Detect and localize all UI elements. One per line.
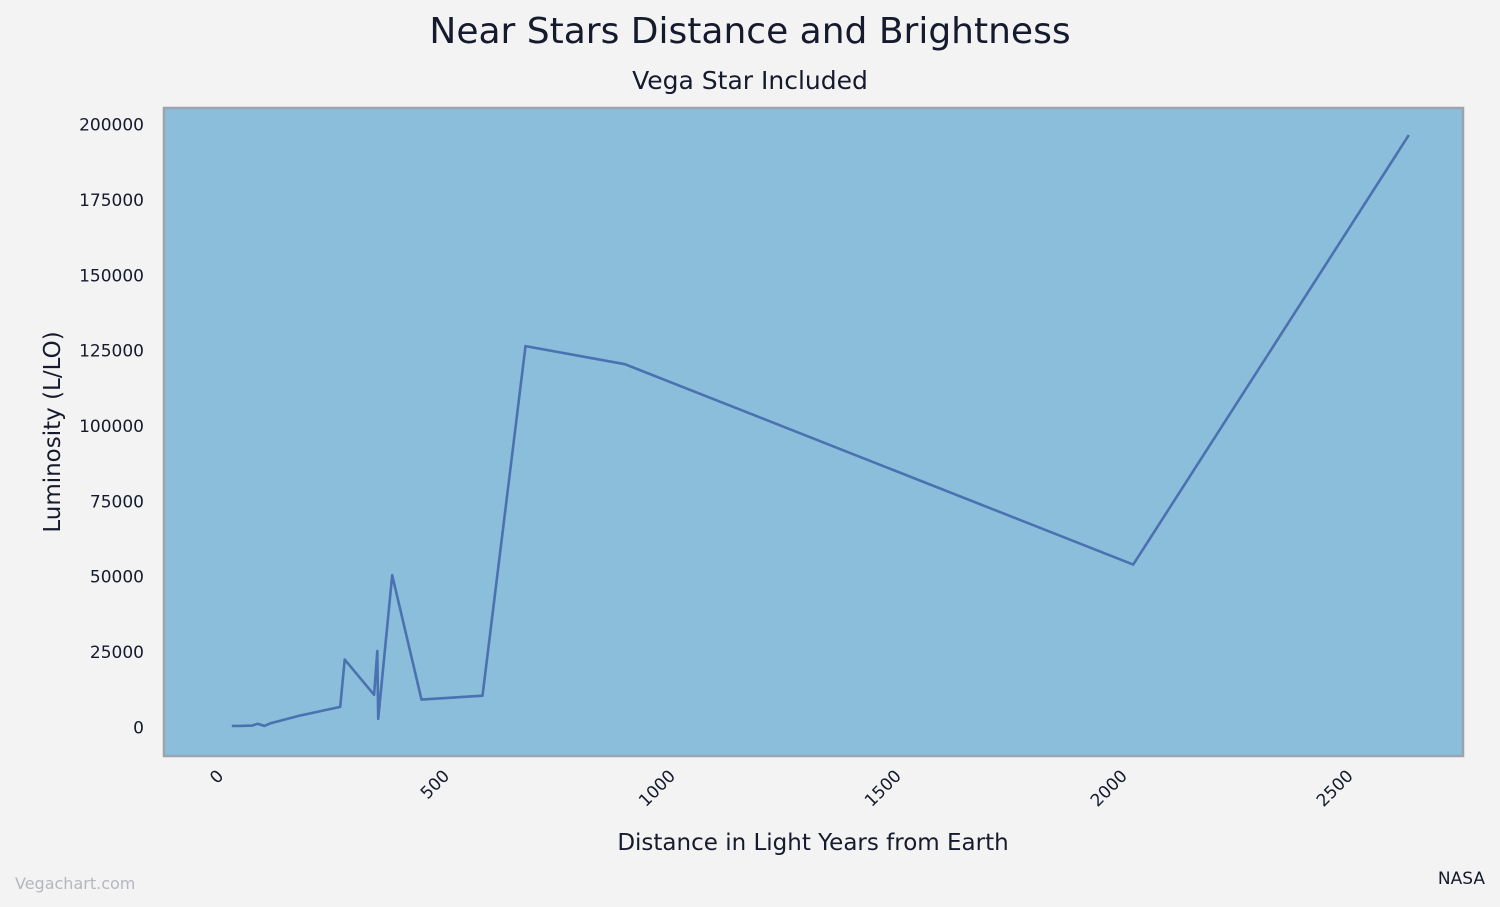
y-tick-label: 100000 (79, 417, 144, 437)
y-axis-ticks: 0 25000 50000 75000 100000 125000 150000 175000… (79, 116, 144, 739)
x-axis-ticks: 0 500 1000 1500 2000 2500 (206, 766, 1357, 811)
x-tick-label: 2000 (1087, 766, 1132, 811)
data-point[interactable] (339, 654, 351, 666)
data-point[interactable] (234, 720, 246, 732)
data-point[interactable] (386, 569, 398, 581)
data-point[interactable] (416, 694, 428, 706)
data-point[interactable] (520, 340, 532, 352)
series-group (231, 129, 1415, 732)
data-point[interactable] (619, 358, 631, 370)
x-tick-label: 500 (417, 766, 454, 803)
data-point[interactable] (371, 645, 383, 657)
chart-title: Near Stars Distance and Brightness (429, 11, 1070, 52)
data-point[interactable] (334, 701, 346, 713)
y-tick-label: 75000 (90, 492, 144, 512)
y-axis-label: Luminosity (L/LO) (40, 331, 66, 532)
x-tick-label: 2500 (1313, 766, 1358, 811)
plot-area (162, 106, 1465, 758)
data-point[interactable] (264, 717, 276, 729)
data-point[interactable] (477, 690, 489, 702)
x-tick-label: 0 (206, 766, 228, 788)
data-point[interactable] (1403, 129, 1415, 141)
source-credit: NASA (1438, 869, 1485, 889)
y-tick-label: 50000 (90, 568, 144, 588)
y-tick-label: 175000 (79, 191, 144, 211)
series-line (231, 134, 1410, 728)
data-point[interactable] (368, 689, 380, 701)
x-tick-label: 1500 (861, 766, 906, 811)
chart-subtitle: Vega Star Included (632, 66, 868, 95)
y-tick-label: 125000 (79, 342, 144, 362)
data-point[interactable] (372, 713, 384, 725)
y-tick-label: 25000 (90, 643, 144, 663)
data-point[interactable] (1127, 559, 1139, 571)
x-axis-label: Distance in Light Years from Earth (617, 830, 1008, 856)
data-point[interactable] (293, 710, 305, 722)
x-tick-label: 1000 (635, 766, 680, 811)
y-tick-label: 200000 (79, 116, 144, 136)
y-tick-label: 150000 (79, 266, 144, 286)
y-tick-label: 0 (133, 718, 144, 738)
watermark[interactable]: Vegachart.com (15, 874, 135, 893)
